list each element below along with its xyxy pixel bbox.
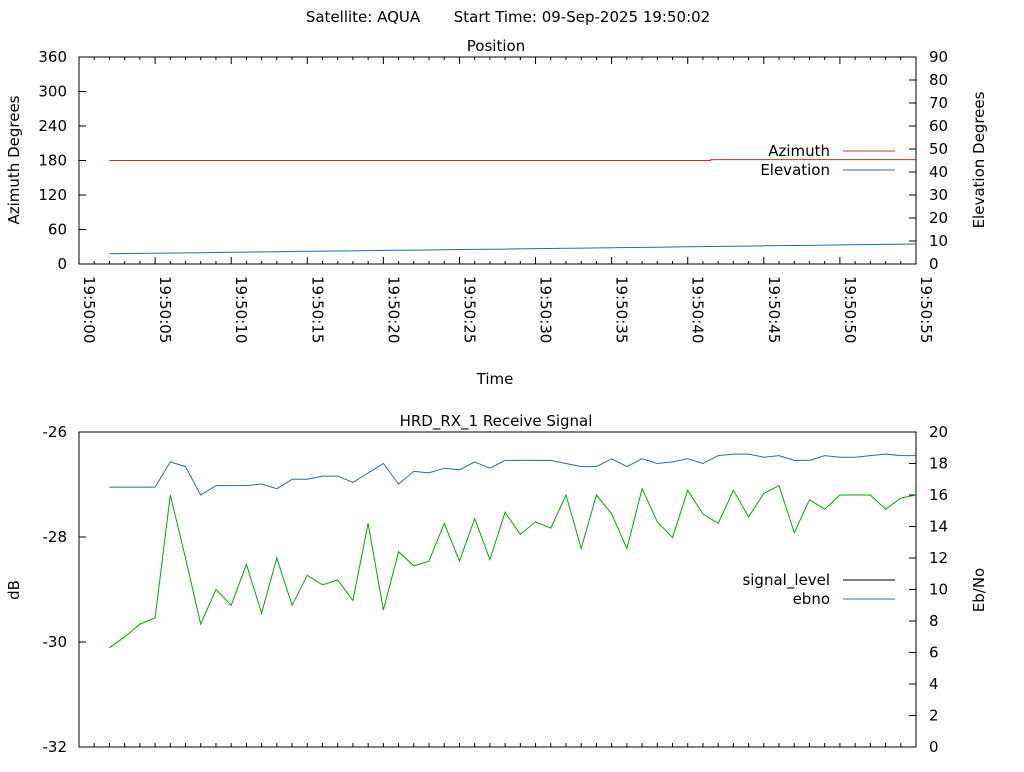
signal-y-tick-label: -26 [43, 423, 68, 441]
position-y2-tick-label: 60 [929, 117, 948, 135]
position-y-tick-label: 120 [38, 186, 67, 204]
position-x-tick-label: 19:50:55 [917, 276, 935, 343]
satellite-label: Satellite: AQUA [306, 8, 421, 26]
legend-label-azimuth: Azimuth [768, 142, 830, 160]
legend-label-ebno: ebno [793, 590, 830, 608]
position-y2-tick-label: 80 [929, 71, 948, 89]
series-line-ebno [109, 453, 916, 496]
start-time-label: Start Time: 09-Sep-2025 19:50:02 [454, 8, 710, 26]
position-x-tick-label: 19:50:25 [460, 276, 478, 343]
signal-y2-tick-label: 14 [929, 518, 948, 536]
position-x-tick-label: 19:50:50 [841, 276, 859, 343]
position-y2-tick-label: 50 [929, 140, 948, 158]
position-y-tick-label: 360 [38, 48, 67, 66]
signal-y2-axis-label: Eb/No [970, 568, 988, 612]
signal-y2-tick-label: 20 [929, 423, 948, 441]
position-x-tick-label: 19:50:15 [308, 276, 326, 343]
signal-y-axis-label: dB [5, 580, 23, 600]
position-y2-tick-label: 70 [929, 94, 948, 112]
signal-y2-tick-label: 12 [929, 549, 948, 567]
position-chart: Position 0 60 120 180 240 300 360 0 10 20 30 40 50 60… [5, 37, 988, 388]
position-x-axis-label: Time [476, 370, 514, 388]
signal-y2-tick-label: 6 [929, 644, 939, 662]
position-y-tick-label: 300 [38, 83, 67, 101]
position-x-tick-label: 19:50:20 [384, 276, 402, 343]
signal-y2-tick-label: 16 [929, 486, 948, 504]
position-y-tick-label: 240 [38, 117, 67, 135]
position-x-tick-label: 19:50:30 [537, 276, 555, 343]
position-y2-axis-label: Elevation Degrees [970, 91, 988, 228]
signal-y2-tick-label: 8 [929, 612, 939, 630]
position-x-tick-label: 19:50:35 [613, 276, 631, 343]
legend-label-signal-level: signal_level [742, 571, 830, 590]
signal-y2-tick-label: 4 [929, 675, 939, 693]
signal-y-tick-label: -30 [43, 633, 68, 651]
position-y-tick-label: 0 [57, 255, 67, 273]
position-x-tick-label: 19:50:05 [156, 276, 174, 343]
signal-y-tick-label: -32 [43, 738, 68, 756]
position-y-tick-label: 180 [38, 152, 67, 170]
series-line-elevation [109, 243, 917, 255]
position-y-tick-label: 60 [48, 221, 67, 239]
series-line-unlabeled-trace [109, 484, 917, 649]
signal-y-tick-label: -28 [43, 528, 68, 546]
signal-y2-tick-label: 10 [929, 581, 948, 599]
position-y2-tick-label: 40 [929, 163, 948, 181]
position-x-tick-label: 19:50:45 [765, 276, 783, 343]
signal-y2-tick-label: 18 [929, 455, 948, 473]
position-y2-tick-label: 30 [929, 186, 948, 204]
signal-chart-title: HRD_RX_1 Receive Signal [400, 412, 593, 431]
position-x-tick-label: 19:50:10 [232, 276, 250, 343]
position-y2-tick-label: 10 [929, 232, 948, 250]
position-y2-tick-label: 90 [929, 48, 948, 66]
series-line-azimuth [109, 159, 916, 161]
position-x-tick-label: 19:50:40 [689, 276, 707, 343]
receive-signal-chart: HRD_RX_1 Receive Signal -32 -30 -28 -26 0 2 4 6… [5, 412, 988, 756]
position-y2-tick-label: 20 [929, 209, 948, 227]
position-y-axis-label: Azimuth Degrees [5, 95, 23, 224]
signal-y2-tick-label: 0 [929, 738, 939, 756]
legend-label-elevation: Elevation [760, 161, 830, 179]
signal-y2-tick-label: 2 [929, 707, 939, 725]
position-x-tick-label: 19:50:00 [80, 276, 98, 343]
position-chart-title: Position [467, 37, 525, 55]
position-y2-tick-label: 0 [929, 255, 939, 273]
